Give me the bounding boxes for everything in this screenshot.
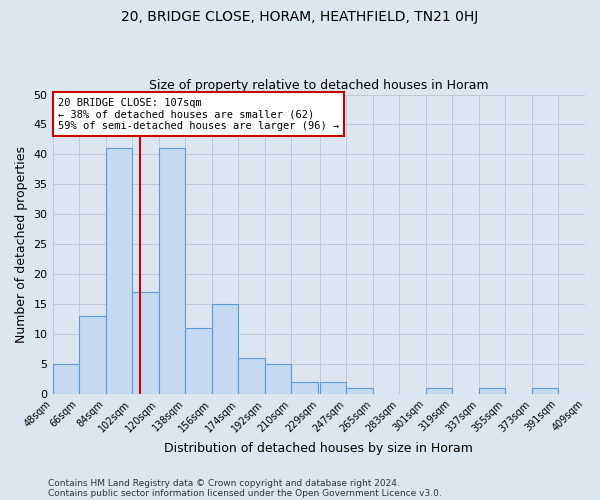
Bar [79,316,106,394]
Bar [346,388,373,394]
Text: 20, BRIDGE CLOSE, HORAM, HEATHFIELD, TN21 0HJ: 20, BRIDGE CLOSE, HORAM, HEATHFIELD, TN2… [121,10,479,24]
Y-axis label: Number of detached properties: Number of detached properties [15,146,28,342]
Bar [320,382,346,394]
Bar [106,148,132,394]
Bar [585,388,600,394]
X-axis label: Distribution of detached houses by size in Horam: Distribution of detached houses by size … [164,442,473,455]
Bar [238,358,265,394]
Bar [132,292,159,394]
Bar [265,364,292,394]
Bar [532,388,559,394]
Bar [53,364,79,394]
Bar [426,388,452,394]
Bar [185,328,212,394]
Title: Size of property relative to detached houses in Horam: Size of property relative to detached ho… [149,79,488,92]
Text: Contains HM Land Registry data © Crown copyright and database right 2024.: Contains HM Land Registry data © Crown c… [48,478,400,488]
Bar [212,304,238,394]
Bar [479,388,505,394]
Text: Contains public sector information licensed under the Open Government Licence v3: Contains public sector information licen… [48,488,442,498]
Bar [292,382,318,394]
Text: 20 BRIDGE CLOSE: 107sqm
← 38% of detached houses are smaller (62)
59% of semi-de: 20 BRIDGE CLOSE: 107sqm ← 38% of detache… [58,98,339,130]
Bar [159,148,185,394]
